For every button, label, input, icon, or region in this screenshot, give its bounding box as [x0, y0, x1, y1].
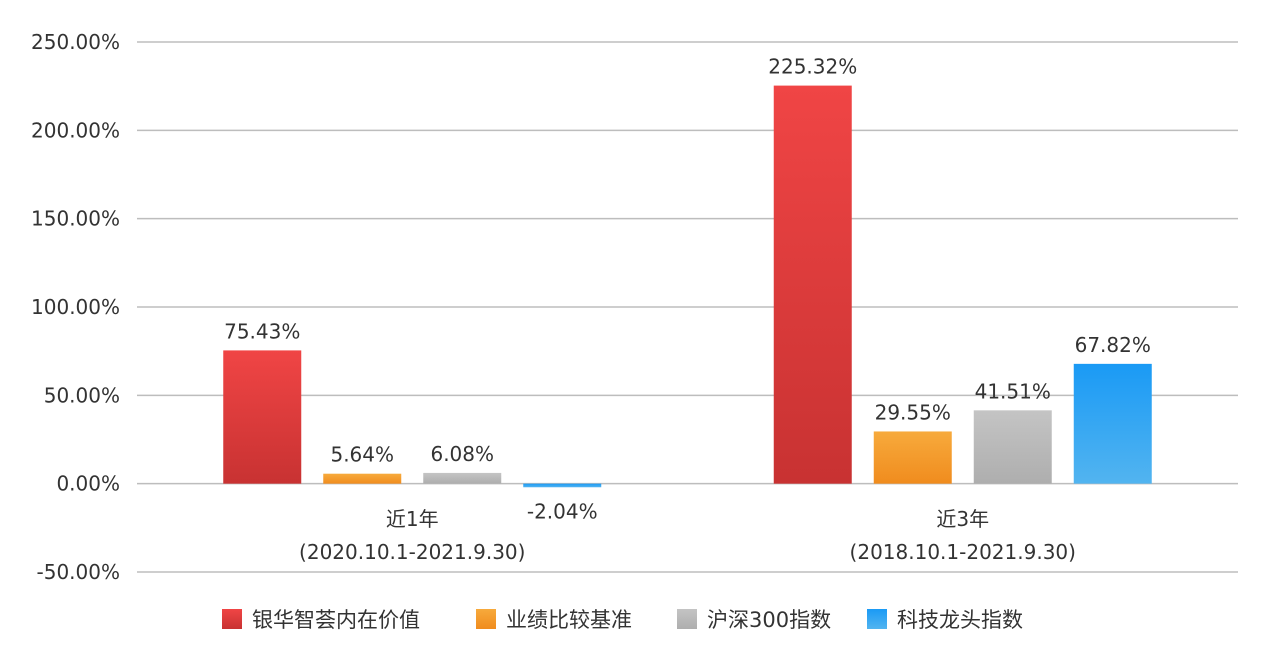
legend: 银华智荟内在价值 业绩比较基准 沪深300指数 科技龙头指数	[222, 608, 1023, 632]
gridlines	[137, 41, 1238, 573]
bars	[223, 85, 1152, 488]
legend-label: 沪深300指数	[707, 608, 831, 632]
y-tick-label: 200.00%	[31, 118, 120, 142]
y-tick-label: -50.00%	[37, 560, 120, 584]
category-label: 近1年	[386, 507, 439, 531]
data-label: -2.04%	[527, 500, 598, 524]
data-label: 225.32%	[768, 55, 857, 79]
y-tick-label: 0.00%	[56, 472, 120, 496]
y-tick-label: 50.00%	[44, 383, 120, 407]
data-label: 75.43%	[224, 319, 300, 343]
category-labels: 近1年 (2020.10.1-2021.9.30) 近3年 (2018.10.1-20…	[299, 507, 1076, 564]
data-label: 41.51%	[975, 379, 1051, 403]
category-sublabel: (2018.10.1-2021.9.30)	[850, 540, 1076, 564]
bar	[873, 431, 952, 484]
bar	[523, 483, 602, 488]
data-label: 6.08%	[430, 442, 494, 466]
legend-swatch	[677, 609, 697, 629]
category-sublabel: (2020.10.1-2021.9.30)	[299, 540, 525, 564]
legend-swatch	[867, 609, 887, 629]
data-labels: 75.43% 5.64% 6.08% -2.04% 225.32% 29.55% 41.51…	[224, 55, 1151, 524]
bar	[323, 473, 402, 484]
bar	[973, 410, 1052, 484]
data-label: 29.55%	[875, 400, 951, 424]
bar	[223, 350, 302, 484]
legend-swatch	[476, 609, 496, 629]
y-tick-label: 250.00%	[31, 30, 120, 54]
legend-label: 银华智荟内在价值	[252, 608, 420, 632]
y-tick-label: 100.00%	[31, 295, 120, 319]
legend-swatch	[222, 609, 242, 629]
bar	[1073, 363, 1152, 484]
y-tick-label: 150.00%	[31, 207, 120, 231]
data-label: 5.64%	[330, 443, 394, 467]
y-axis-ticks: 250.00% 200.00% 150.00% 100.00% 50.00% 0.00% -…	[31, 30, 120, 584]
legend-label: 业绩比较基准	[506, 608, 632, 632]
bar	[773, 85, 852, 484]
category-label: 近3年	[936, 507, 989, 531]
legend-label: 科技龙头指数	[897, 608, 1023, 632]
data-label: 67.82%	[1075, 333, 1151, 357]
bar	[423, 472, 502, 484]
